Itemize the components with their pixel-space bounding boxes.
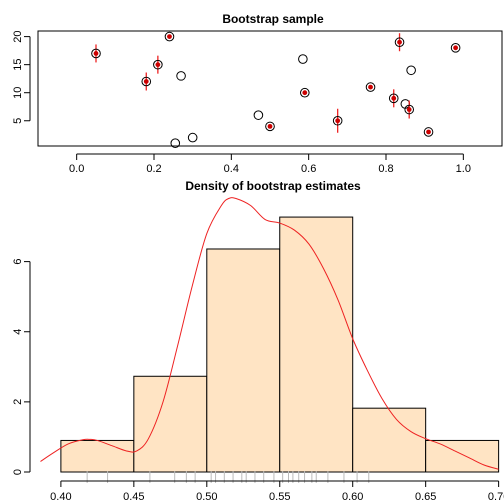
scatter-y-tick-label: 10 [12, 87, 24, 99]
sample-point [141, 76, 152, 87]
scatter-x-tick-label: 0.0 [69, 163, 84, 175]
selected-point-marker [426, 129, 431, 135]
histogram-y-tick-label: 6 [12, 259, 24, 265]
histogram-x-tick-label: 0.60 [342, 491, 363, 503]
scatter-x-tick-label: 0.2 [146, 163, 161, 175]
density-curve [40, 197, 499, 470]
sample-point [170, 138, 181, 148]
selected-point-marker [335, 118, 341, 124]
selected-point-marker [93, 51, 99, 56]
sample-point [91, 48, 101, 59]
sample-point [164, 31, 175, 42]
selected-point-marker [368, 84, 373, 90]
sample-point [388, 93, 399, 104]
selected-point-marker [302, 90, 308, 96]
sample-point [253, 110, 264, 120]
selected-point-marker [267, 123, 273, 129]
scatter-plot-frame [37, 30, 503, 147]
scatter-y-axis: 5 10 15 20 [12, 30, 31, 124]
histogram-x-tick-label: 0.45 [123, 491, 144, 503]
sample-point [450, 43, 461, 53]
sample-point [153, 59, 163, 70]
scatter-x-tick-label: 0.6 [301, 163, 316, 175]
scatter-x-tick-label: 1.0 [456, 163, 471, 175]
selected-point-marker [453, 45, 458, 51]
sample-point [298, 54, 308, 64]
histogram-bar [133, 375, 208, 473]
selected-point-marker [167, 34, 172, 40]
histogram-x-tick-label: 0.40 [50, 491, 71, 503]
histogram-y-axis: 0 2 4 6 [12, 259, 31, 475]
histogram-title: Density of bootstrap estimates [185, 179, 361, 193]
scatter-title: Bootstrap sample [222, 12, 324, 26]
selected-point-marker [155, 62, 161, 68]
scatter-x-axis: 0.0 0.2 0.4 0.6 0.8 1.0 [69, 153, 471, 175]
histogram-bar [425, 439, 500, 473]
sample-point [404, 104, 415, 115]
histogram-bars [60, 216, 500, 473]
sample-point [365, 82, 376, 92]
histogram-x-tick-label: 0.70 [488, 491, 504, 503]
histogram-x-axis: 0.40 0.45 0.50 0.55 0.60 0.65 0.70 [50, 480, 504, 503]
scatter-y-tick-label: 15 [12, 59, 24, 71]
bootstrap-density-panel: Density of bootstrap estimates 0.40 0.45 0… [12, 179, 504, 503]
scatter-y-tick-label: 5 [12, 118, 24, 124]
histogram-y-tick-label: 0 [12, 469, 24, 475]
scatter-x-tick-label: 0.8 [378, 163, 393, 175]
histogram-x-tick-label: 0.55 [269, 491, 290, 503]
sample-point [423, 127, 434, 137]
sample-point [176, 71, 186, 81]
sample-point [187, 132, 198, 143]
selected-point-marker [143, 79, 149, 84]
sample-point [265, 121, 275, 132]
histogram-y-tick-label: 2 [12, 399, 24, 405]
selected-point-marker [406, 107, 412, 112]
histogram-x-tick-label: 0.50 [196, 491, 217, 503]
histogram-bar [279, 216, 354, 473]
sample-point [300, 87, 310, 98]
scatter-points [91, 31, 461, 148]
histogram-bar [206, 248, 281, 473]
histogram-bar [352, 407, 427, 473]
selected-point-marker [391, 95, 397, 101]
sample-point [406, 65, 416, 76]
histogram-x-tick-label: 0.65 [415, 491, 436, 503]
histogram-y-tick-label: 4 [12, 329, 24, 335]
scatter-x-tick-label: 0.4 [224, 163, 239, 175]
sample-point [332, 115, 343, 126]
bootstrap-sample-panel: Bootstrap sample 0.0 0.2 0.4 0.6 0.8 1.0 5 10 1… [12, 12, 503, 175]
histogram-bar [60, 439, 135, 473]
sample-point [394, 37, 405, 48]
selected-point-marker [397, 39, 402, 45]
scatter-y-tick-label: 20 [12, 30, 24, 42]
